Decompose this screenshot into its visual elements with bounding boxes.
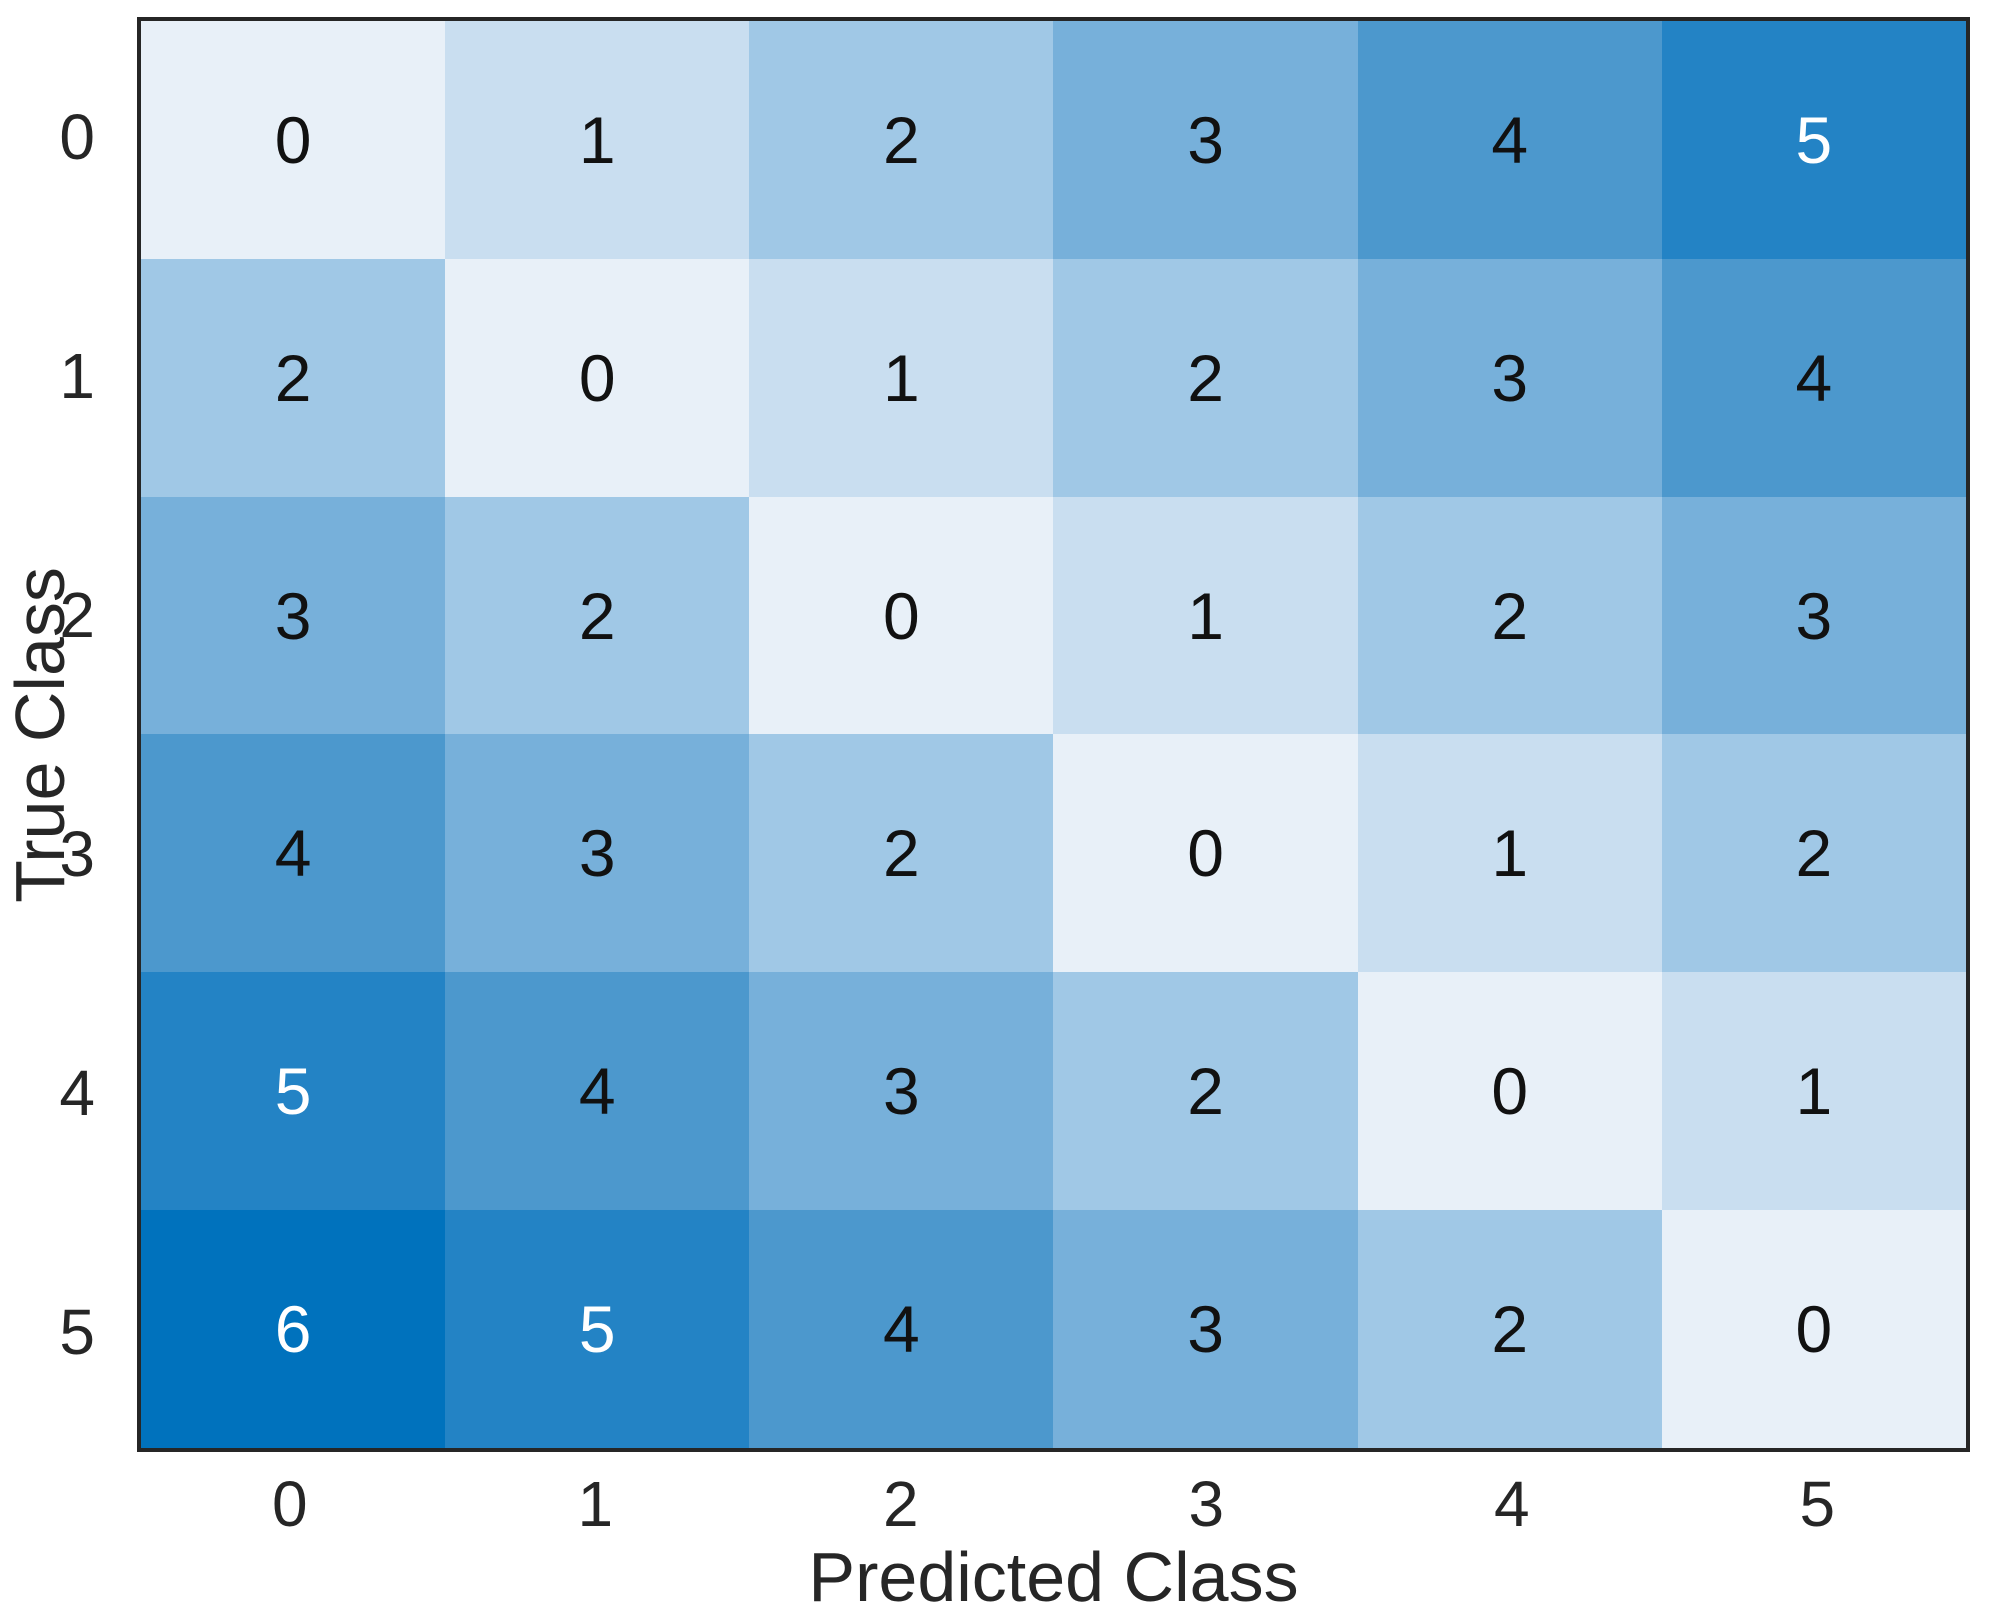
cell-value: 2	[883, 816, 920, 891]
heatmap-cell: 4	[749, 1210, 1054, 1448]
y-tick-label: 5	[59, 1296, 95, 1369]
heatmap-cell: 2	[1661, 734, 1966, 973]
cell-value: 4	[1491, 102, 1529, 177]
cell-value: 1	[883, 340, 920, 415]
cell-value: 0	[274, 102, 312, 177]
heatmap-cell: 2	[1357, 1210, 1662, 1448]
heatmap-cell: 0	[749, 496, 1054, 735]
heatmap-cell: 0	[445, 258, 750, 497]
y-tick-label: 2	[59, 578, 95, 651]
cell-value: 5	[274, 1054, 312, 1129]
cell-value: 2	[1187, 340, 1224, 415]
cell-value: 3	[1795, 578, 1833, 653]
cell-value: 2	[274, 340, 312, 415]
heatmap-cell: 2	[1053, 258, 1358, 497]
y-tick-label: 1	[59, 339, 95, 412]
x-tick-label: 5	[1799, 1468, 1836, 1540]
cell-value: 3	[274, 578, 312, 653]
heatmap-cell: 2	[749, 734, 1054, 973]
cell-value: 0	[883, 578, 920, 653]
x-axis-label: Predicted Class	[808, 1538, 1299, 1616]
cell-value: 4	[274, 816, 312, 891]
x-tick-label: 4	[1493, 1468, 1530, 1540]
heatmap-cell: 5	[141, 972, 446, 1211]
y-axis-tick-labels: 0 1 2 3 4 5	[0, 17, 118, 1452]
y-axis-label: True Class	[1, 567, 79, 903]
x-tick-label: 1	[577, 1468, 614, 1540]
heatmap-cell: 1	[1661, 972, 1966, 1211]
heatmap-cell: 1	[1053, 496, 1358, 735]
cell-value: 3	[1187, 1292, 1224, 1367]
x-axis-tick-labels: 0 1 2 3 4 5	[137, 1456, 1970, 1546]
cell-value: 3	[578, 816, 616, 891]
cell-value: 3	[1187, 102, 1224, 177]
cell-value: 1	[1795, 1054, 1833, 1129]
heatmap-cell: 3	[141, 496, 446, 735]
heatmap-cell: 3	[445, 734, 750, 973]
cell-value: 2	[578, 578, 616, 653]
x-tick-label: 3	[1188, 1468, 1225, 1540]
cell-value: 4	[1795, 340, 1833, 415]
heatmap-cell: 0	[1053, 734, 1358, 973]
cell-value: 3	[883, 1054, 920, 1129]
heatmap-cell: 2	[1053, 972, 1358, 1211]
heatmap-cell: 0	[141, 21, 446, 259]
y-tick-label: 3	[59, 818, 95, 891]
heatmap-cell: 3	[1053, 1210, 1358, 1448]
heatmap-cell: 5	[445, 1210, 750, 1448]
cell-value: 6	[274, 1292, 312, 1367]
heatmap-cell: 2	[141, 258, 446, 497]
x-tick-label: 2	[882, 1468, 919, 1540]
heatmap-cell: 4	[1661, 258, 1966, 497]
cell-value: 5	[1795, 102, 1833, 177]
heatmap-cell: 3	[1661, 496, 1966, 735]
y-tick-label: 4	[59, 1057, 95, 1130]
cell-value: 4	[578, 1054, 616, 1129]
heatmap-cell: 4	[141, 734, 446, 973]
heatmap-cell: 2	[1357, 496, 1662, 735]
cell-value: 2	[1491, 578, 1529, 653]
cell-value: 3	[1491, 340, 1529, 415]
cell-value: 2	[1491, 1292, 1529, 1367]
heatmap-cell: 1	[1357, 734, 1662, 973]
cell-value: 1	[578, 102, 616, 177]
cell-value: 2	[1187, 1054, 1224, 1129]
heatmap-cell: 1	[445, 21, 750, 259]
x-tick-label: 0	[271, 1468, 308, 1540]
cell-value: 0	[1795, 1292, 1833, 1367]
heatmap-cell: 6	[141, 1210, 446, 1448]
heatmap-cell: 2	[749, 21, 1054, 259]
cell-value: 2	[883, 102, 920, 177]
heatmap-cell: 1	[749, 258, 1054, 497]
heatmap-cell: 0	[1661, 1210, 1966, 1448]
heatmap-grid: 0 1 2 3 4 5 2 0 1 2 3 4 3 2 0 1 2 3 4 3 2 0 1 2 5 4 3 2 0 1 6 5 4 3 2 0	[137, 17, 1970, 1452]
heatmap-cell: 4	[1357, 21, 1662, 259]
heatmap-cell: 0	[1357, 972, 1662, 1211]
y-tick-label: 0	[59, 100, 95, 173]
heatmap-cell: 3	[1053, 21, 1358, 259]
heatmap-cell: 3	[1357, 258, 1662, 497]
cell-value: 2	[1795, 816, 1833, 891]
cell-value: 1	[1491, 816, 1529, 891]
heatmap-cell: 2	[445, 496, 750, 735]
heatmap-cell: 3	[749, 972, 1054, 1211]
cell-value: 4	[883, 1292, 920, 1367]
heatmap-cell: 5	[1661, 21, 1966, 259]
heatmap-cell: 4	[445, 972, 750, 1211]
cell-value: 0	[1187, 816, 1224, 891]
cell-value: 5	[578, 1292, 616, 1367]
cell-value: 0	[1491, 1054, 1529, 1129]
cell-value: 0	[578, 340, 616, 415]
cell-value: 1	[1187, 578, 1224, 653]
